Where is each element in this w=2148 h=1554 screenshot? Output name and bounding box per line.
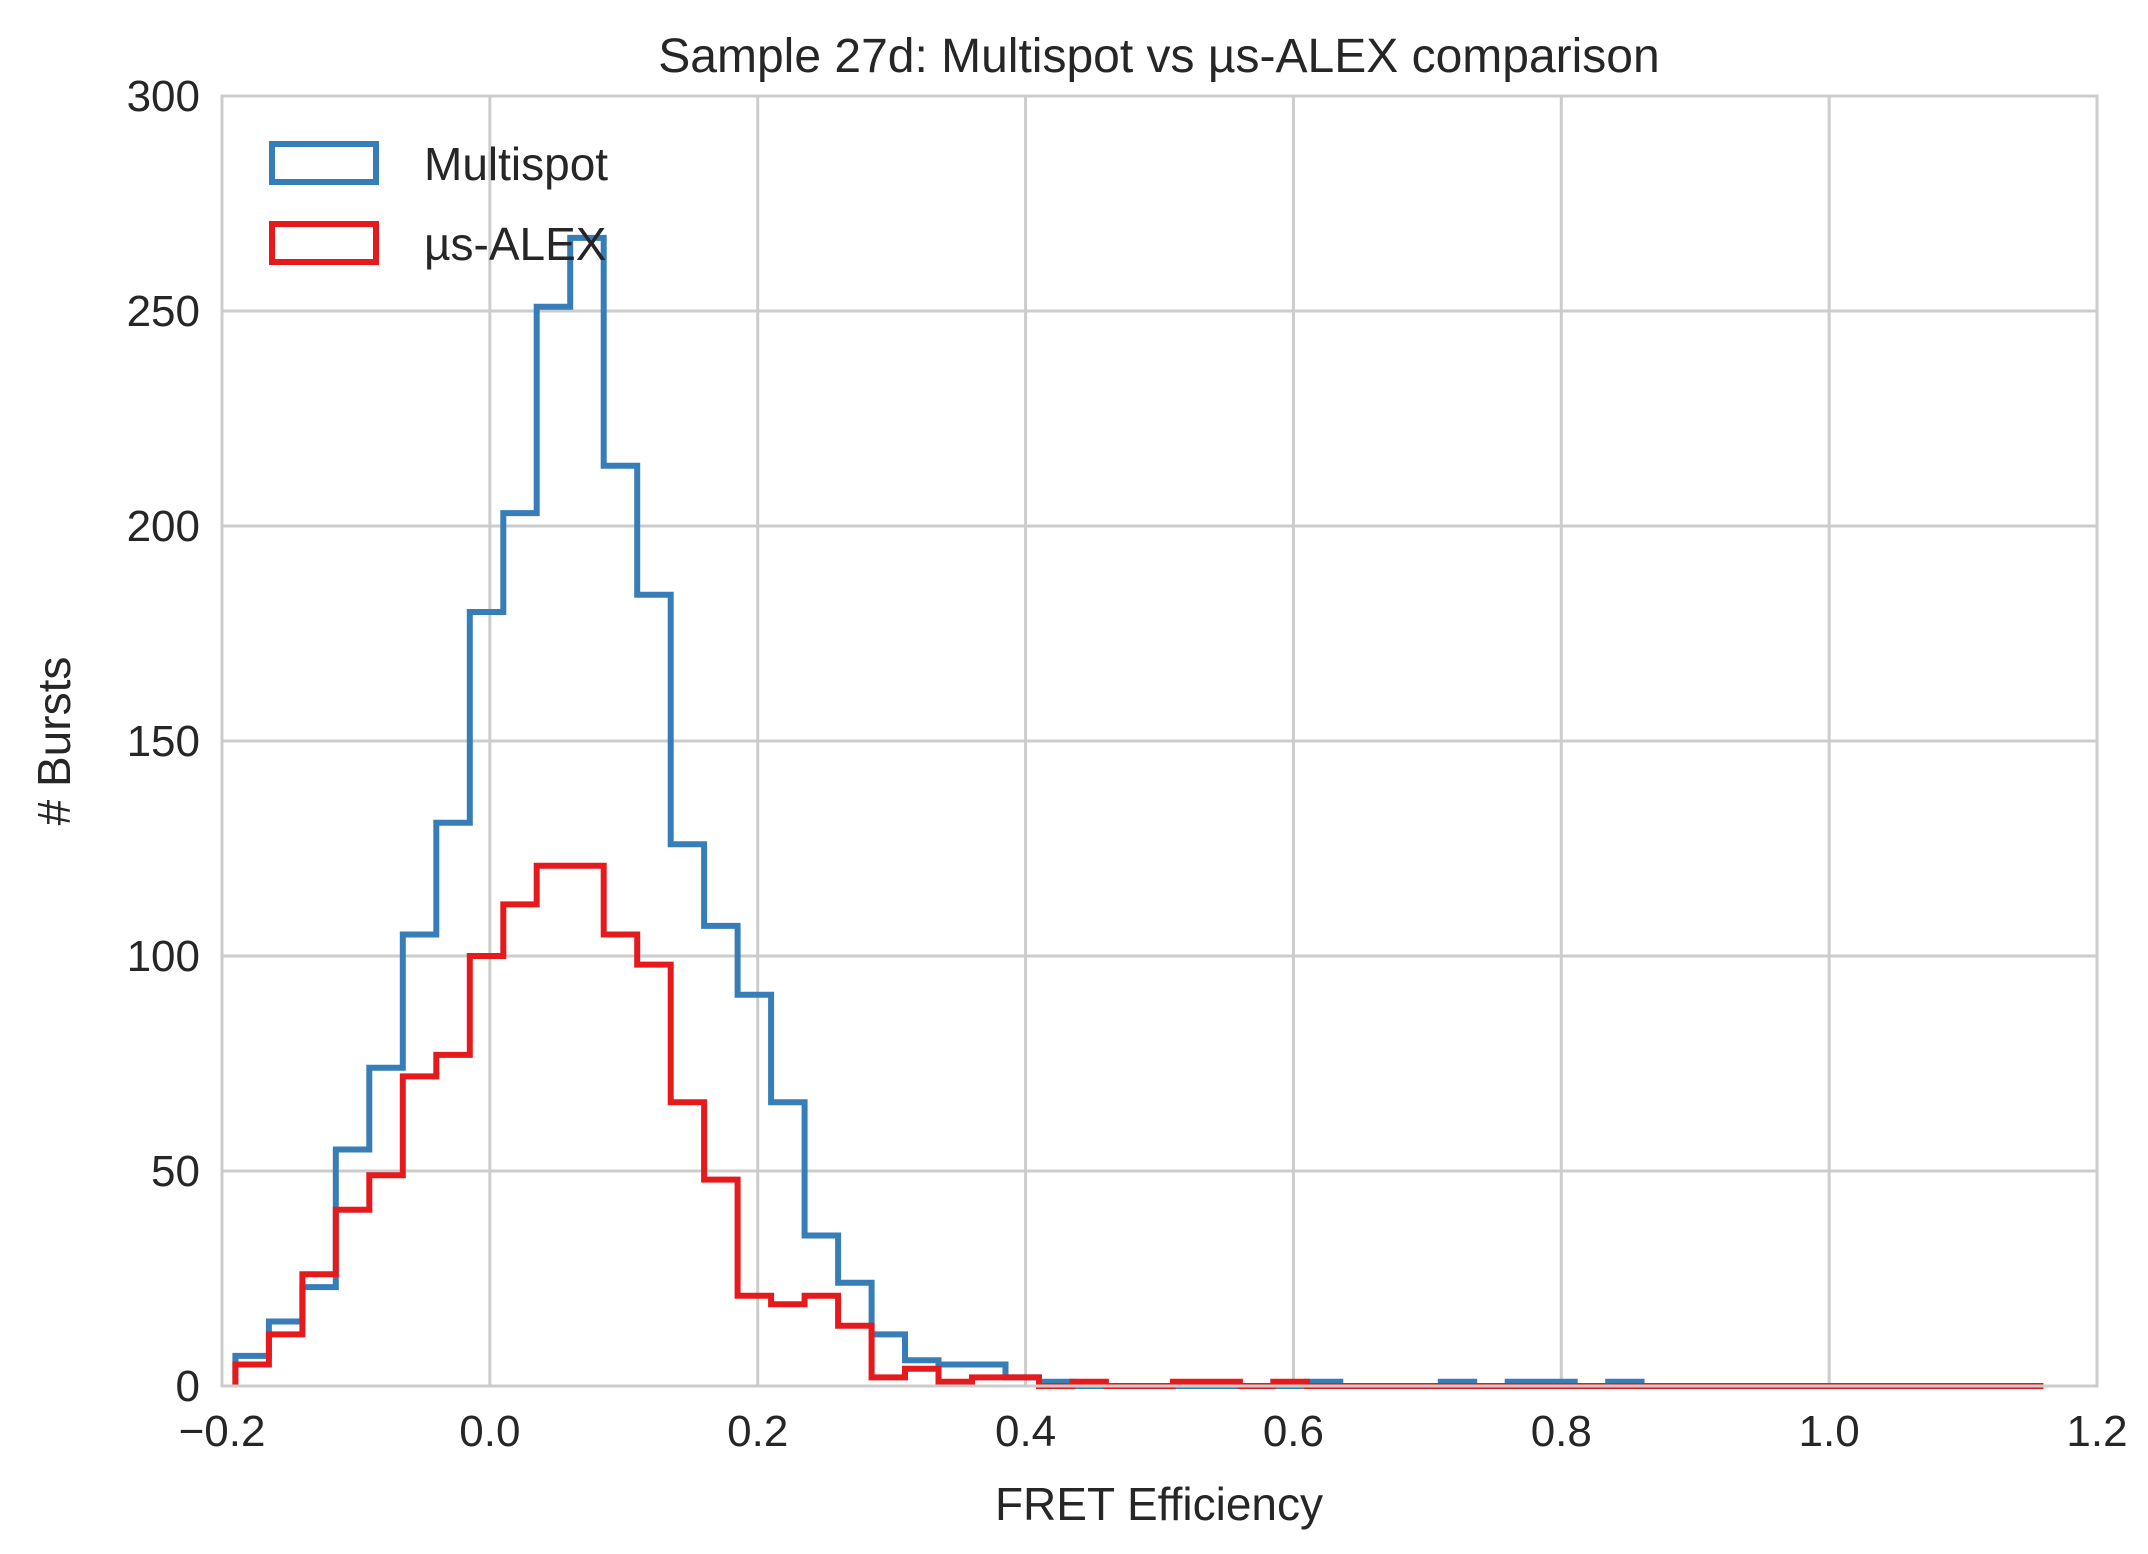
y-tick-label: 300 — [127, 72, 200, 121]
y-tick-label: 150 — [127, 717, 200, 766]
x-tick-label: 1.0 — [1799, 1407, 1860, 1456]
chart-title: Sample 27d: Multispot vs µs-ALEX compari… — [658, 30, 1659, 83]
y-axis-label: # Bursts — [28, 657, 80, 826]
legend-swatch-multispot — [269, 141, 379, 185]
x-tick-label: 0.4 — [995, 1407, 1056, 1456]
x-tick-labels: −0.2 0.0 0.2 0.4 0.6 0.8 1.0 1.2 — [179, 1407, 2128, 1456]
y-tick-labels: 0 50 100 150 200 250 300 — [127, 72, 200, 1411]
x-tick-label: 0.8 — [1531, 1407, 1592, 1456]
y-tick-label: 250 — [127, 287, 200, 336]
x-tick-label: 0.0 — [459, 1407, 520, 1456]
y-tick-label: 0 — [176, 1362, 200, 1411]
x-tick-label: 1.2 — [2066, 1407, 2127, 1456]
plot-frame — [220, 94, 2099, 1388]
legend-swatch-us-alex — [269, 221, 379, 265]
legend-label-us-alex: µs-ALEX — [424, 218, 606, 270]
legend-label-multispot: Multispot — [424, 138, 608, 190]
grid-lines — [222, 96, 2097, 1386]
x-axis-label: FRET Efficiency — [995, 1478, 1323, 1530]
x-tick-label: 0.6 — [1263, 1407, 1324, 1456]
y-tick-label: 200 — [127, 502, 200, 551]
x-tick-label: −0.2 — [179, 1407, 266, 1456]
x-tick-label: 0.2 — [727, 1407, 788, 1456]
y-tick-label: 100 — [127, 932, 200, 981]
legend: Multispot µs-ALEX — [269, 138, 608, 270]
y-tick-label: 50 — [151, 1147, 200, 1196]
